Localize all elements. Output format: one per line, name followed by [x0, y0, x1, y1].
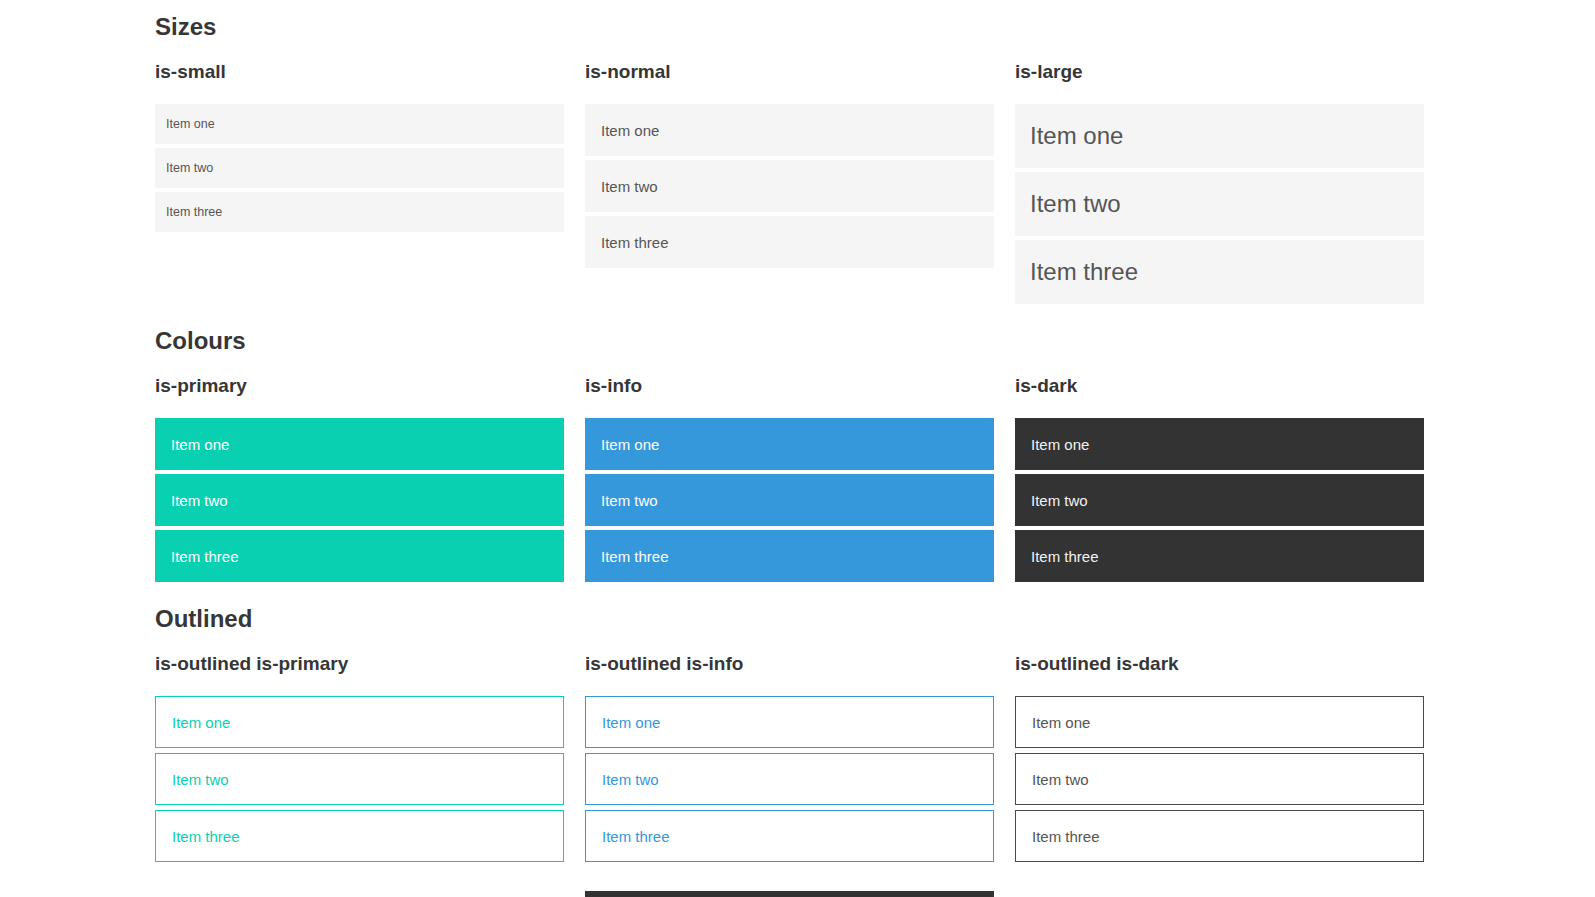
list-info: Item one Item two Item three	[585, 418, 994, 582]
list-item: Item one	[1015, 418, 1424, 470]
demo-column-outlined-dark: is-outlined is-dark Item one Item two It…	[1015, 654, 1424, 862]
list-item: Item two	[1015, 474, 1424, 526]
section-sizes: Sizes is-small Item one Item two Item th…	[155, 15, 1595, 304]
list-item: Item three	[1015, 810, 1424, 862]
demo-column-primary: is-primary Item one Item two Item three	[155, 376, 564, 582]
partially-visible-next-block	[585, 891, 994, 897]
list-large: Item one Item two Item three	[1015, 104, 1424, 304]
column-heading: is-dark	[1015, 376, 1424, 396]
section-title: Outlined	[155, 607, 1595, 631]
list-item: Item three	[585, 530, 994, 582]
list-item: Item one	[1015, 696, 1424, 748]
list-outlined-dark: Item one Item two Item three	[1015, 696, 1424, 862]
list-item: Item one	[155, 418, 564, 470]
list-item: Item two	[155, 474, 564, 526]
list-item: Item three	[585, 810, 994, 862]
list-item: Item two	[155, 148, 564, 188]
list-item: Item one	[1015, 104, 1424, 168]
column-heading: is-info	[585, 376, 994, 396]
column-heading: is-large	[1015, 62, 1424, 82]
list-outlined-info: Item one Item two Item three	[585, 696, 994, 862]
demo-column-outlined-info: is-outlined is-info Item one Item two It…	[585, 654, 994, 862]
demo-column-small: is-small Item one Item two Item three	[155, 62, 564, 304]
list-normal: Item one Item two Item three	[585, 104, 994, 268]
demo-column-dark: is-dark Item one Item two Item three	[1015, 376, 1424, 582]
list-item: Item three	[155, 530, 564, 582]
column-heading: is-primary	[155, 376, 564, 396]
list-item: Item three	[155, 192, 564, 232]
outlined-row: is-outlined is-primary Item one Item two…	[155, 654, 1595, 862]
list-item: Item two	[585, 753, 994, 805]
column-heading: is-normal	[585, 62, 994, 82]
list-item: Item two	[585, 474, 994, 526]
list-item: Item three	[1015, 530, 1424, 582]
list-item: Item one	[585, 104, 994, 156]
section-colours: Colours is-primary Item one Item two Ite…	[155, 329, 1595, 582]
list-item: Item one	[585, 418, 994, 470]
list-dark: Item one Item two Item three	[1015, 418, 1424, 582]
column-heading: is-outlined is-dark	[1015, 654, 1424, 674]
list-item: Item one	[155, 696, 564, 748]
list-item: Item two	[1015, 172, 1424, 236]
list-item: Item two	[585, 160, 994, 212]
section-outlined: Outlined is-outlined is-primary Item one…	[155, 607, 1595, 862]
list-small: Item one Item two Item three	[155, 104, 564, 232]
list-item: Item one	[155, 104, 564, 144]
list-item: Item three	[155, 810, 564, 862]
demo-column-normal: is-normal Item one Item two Item three	[585, 62, 994, 304]
demo-column-info: is-info Item one Item two Item three	[585, 376, 994, 582]
component-demo-page: Sizes is-small Item one Item two Item th…	[0, 0, 1595, 897]
list-item: Item two	[1015, 753, 1424, 805]
list-primary: Item one Item two Item three	[155, 418, 564, 582]
demo-column-large: is-large Item one Item two Item three	[1015, 62, 1424, 304]
column-heading: is-outlined is-primary	[155, 654, 564, 674]
section-title: Colours	[155, 329, 1595, 353]
list-outlined-primary: Item one Item two Item three	[155, 696, 564, 862]
column-heading: is-outlined is-info	[585, 654, 994, 674]
column-heading: is-small	[155, 62, 564, 82]
section-title: Sizes	[155, 15, 1595, 39]
list-item: Item three	[1015, 240, 1424, 304]
list-item: Item one	[585, 696, 994, 748]
demo-column-outlined-primary: is-outlined is-primary Item one Item two…	[155, 654, 564, 862]
list-item: Item two	[155, 753, 564, 805]
list-item: Item three	[585, 216, 994, 268]
colours-row: is-primary Item one Item two Item three …	[155, 376, 1595, 582]
sizes-row: is-small Item one Item two Item three is…	[155, 62, 1595, 304]
